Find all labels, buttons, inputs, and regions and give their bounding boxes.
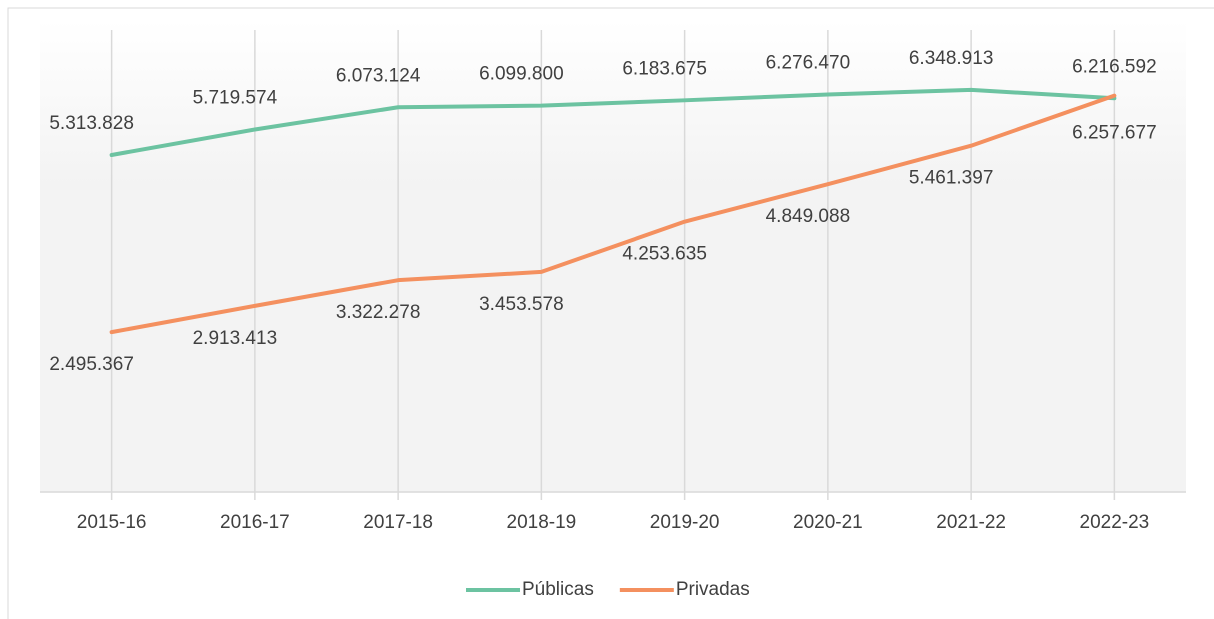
data-label: 6.073.124 — [336, 65, 421, 86]
data-label: 6.276.470 — [766, 52, 851, 73]
x-tick-label: 2016-17 — [220, 512, 290, 533]
legend-label: Privadas — [676, 579, 750, 600]
data-label: 4.253.635 — [622, 244, 707, 265]
x-tick-label: 2018-19 — [507, 512, 577, 533]
data-label: 3.453.578 — [479, 294, 564, 315]
data-label: 5.461.397 — [909, 168, 994, 189]
data-label: 4.849.088 — [766, 206, 851, 227]
data-label: 6.183.675 — [622, 58, 707, 79]
data-label: 6.257.677 — [1072, 123, 1157, 144]
x-tick-label: 2021-22 — [936, 512, 1006, 533]
data-label: 6.216.592 — [1072, 56, 1157, 77]
x-tick-label: 2020-21 — [793, 512, 863, 533]
x-tick-label: 2017-18 — [363, 512, 433, 533]
data-label: 3.322.278 — [336, 302, 421, 323]
legend-label: Públicas — [522, 579, 594, 600]
data-label: 5.313.828 — [49, 113, 134, 134]
x-tick-label: 2015-16 — [77, 512, 147, 533]
data-label: 6.348.913 — [909, 48, 994, 69]
data-label: 5.719.574 — [193, 87, 278, 108]
data-label: 6.099.800 — [479, 64, 564, 85]
x-tick-label: 2022-23 — [1080, 512, 1150, 533]
plot-area — [40, 20, 1186, 492]
series-line — [109, 87, 1117, 157]
data-label: 2.495.367 — [49, 354, 134, 375]
data-label: 2.913.413 — [193, 328, 278, 349]
x-tick-label: 2019-20 — [650, 512, 720, 533]
series-line — [109, 93, 1117, 335]
